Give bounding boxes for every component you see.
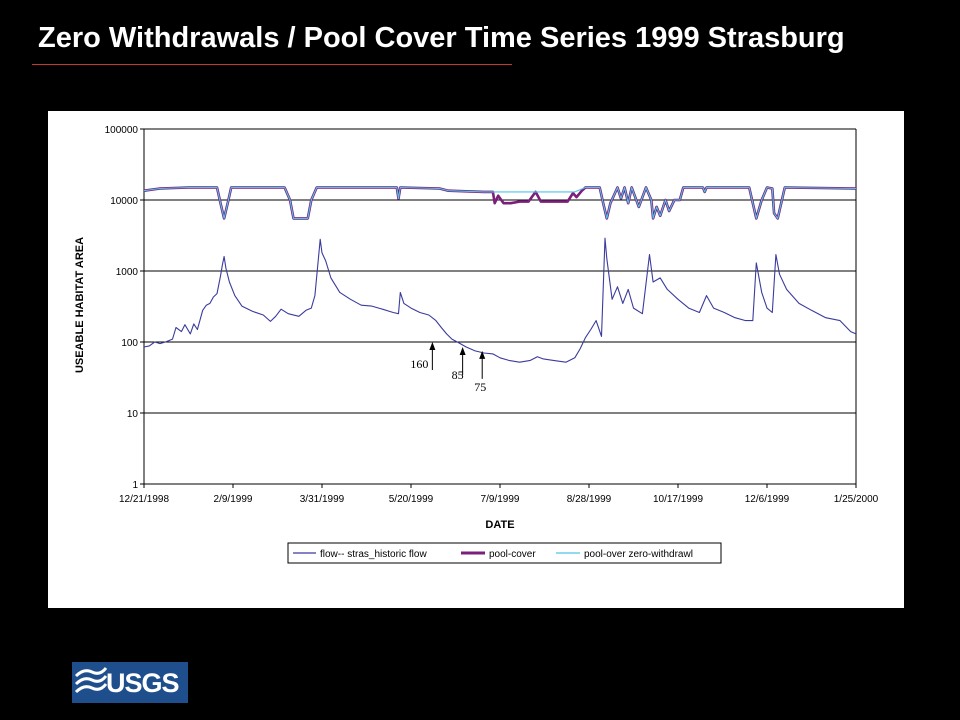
annotation-arrowhead	[479, 350, 486, 359]
x-tick-label: 7/9/1999	[481, 494, 520, 505]
annotations: 160 85 75	[410, 342, 486, 394]
y-tick-label: 1	[132, 480, 138, 491]
x-tick-labels: 12/21/1998 2/9/1999 3/31/1999 5/20/1999 7/9/…	[119, 494, 879, 505]
x-tick-label: 5/20/1999	[389, 494, 434, 505]
annotation-arrowhead	[429, 342, 436, 350]
title-underline	[32, 64, 512, 65]
annotation-label: 160	[410, 357, 428, 371]
usgs-logo: USGS	[72, 662, 188, 703]
y-tick-label: 10	[127, 409, 139, 420]
legend-label-pool-cover: pool-cover	[489, 549, 536, 560]
logo-text: USGS	[106, 668, 180, 698]
y-tick-label: 1000	[116, 267, 139, 278]
annotation-label: 75	[474, 380, 486, 394]
annotation-arrowhead	[459, 347, 466, 356]
legend-box	[287, 542, 722, 564]
x-tick-label: 2/9/1999	[214, 494, 253, 505]
y-tick-label: 10000	[110, 196, 138, 207]
y-tick-label: 100000	[105, 125, 139, 136]
x-tick-label: 12/21/1998	[119, 494, 169, 505]
x-tick-label: 12/6/1999	[745, 494, 790, 505]
y-axis-title: USEABLE HABITAT AREA	[74, 237, 86, 373]
usgs-wave-icon	[74, 667, 108, 694]
series-line-flow	[143, 237, 857, 363]
legend: flow-- stras_historic flow pool-cover po…	[287, 542, 722, 564]
chart-panel: 1 10 100 1000 10000 100000 12/21/1998 2/9/1999…	[48, 111, 904, 608]
x-tick-label: 8/28/1999	[567, 494, 612, 505]
y-tick-label: 100	[121, 338, 138, 349]
legend-label-pool-zero: pool-over zero-withdrawl	[584, 549, 693, 560]
habitat-area-chart: 1 10 100 1000 10000 100000 12/21/1998 2/9/1999…	[74, 125, 879, 564]
x-tick-label: 1/25/2000	[834, 494, 879, 505]
x-tick-label: 3/31/1999	[300, 494, 345, 505]
y-tick-labels: 1 10 100 1000 10000 100000	[105, 125, 139, 491]
annotation-label: 85	[452, 368, 464, 382]
series-line-pool-zero-withdrawl	[143, 186, 857, 219]
x-axis-title: DATE	[485, 519, 514, 531]
legend-label-flow: flow-- stras_historic flow	[320, 549, 427, 560]
x-tick-label: 10/17/1999	[653, 494, 703, 505]
slide-title: Zero Withdrawals / Pool Cover Time Serie…	[38, 22, 845, 54]
series-lines	[143, 186, 857, 363]
